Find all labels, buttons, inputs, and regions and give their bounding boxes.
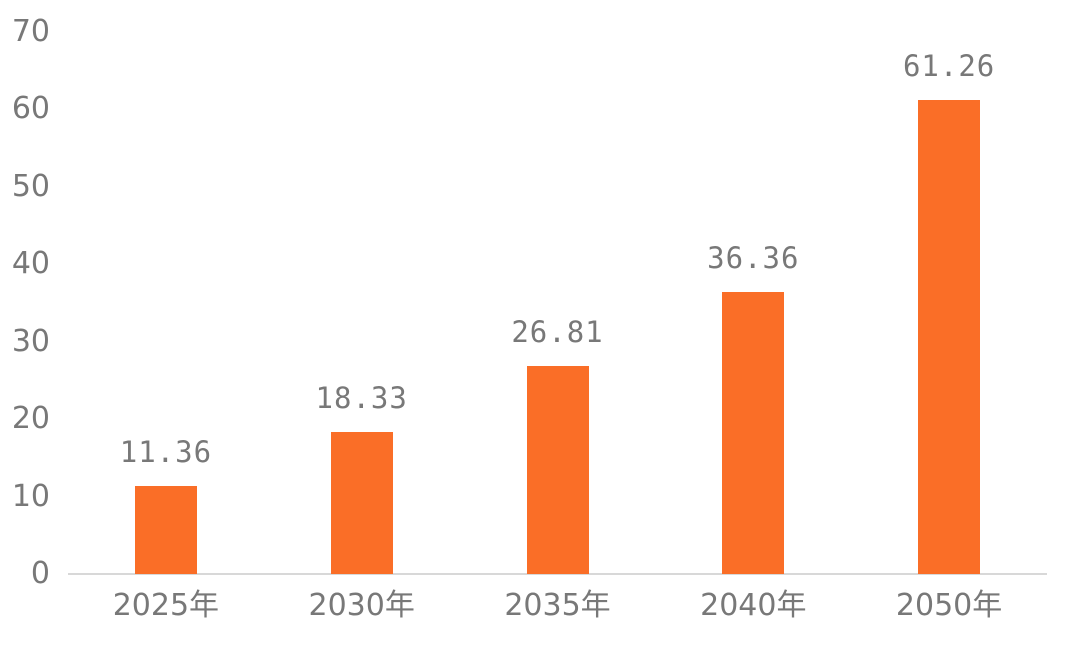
- bar: [526, 366, 589, 574]
- x-tick-label: 2040年: [700, 588, 807, 623]
- x-tick-label: 2035年: [504, 588, 611, 623]
- bar: [134, 486, 197, 574]
- bar-value-label: 26.81: [511, 315, 604, 350]
- bar-value-label: 11.36: [119, 435, 213, 470]
- bar-value-label: 61.26: [902, 48, 996, 83]
- bar-value-label: 18.33: [315, 381, 408, 416]
- y-tick-label: 60: [11, 91, 50, 127]
- y-tick-label: 40: [11, 246, 50, 282]
- y-tick-label: 0: [30, 556, 50, 591]
- x-axis-line: [68, 573, 1047, 575]
- bar: [918, 99, 981, 574]
- y-tick-label: 50: [11, 168, 50, 204]
- y-tick-label: 70: [11, 14, 50, 49]
- bar: [330, 432, 393, 574]
- y-tick-label: 30: [11, 323, 50, 359]
- x-tick-label: 2030年: [308, 588, 415, 623]
- x-tick-label: 2050年: [895, 588, 1003, 623]
- y-tick-label: 20: [11, 401, 50, 437]
- bar: [722, 292, 785, 574]
- y-tick-label: 10: [11, 478, 50, 514]
- x-tick-label: 2025年: [112, 588, 220, 623]
- bar-value-label: 36.36: [707, 241, 800, 276]
